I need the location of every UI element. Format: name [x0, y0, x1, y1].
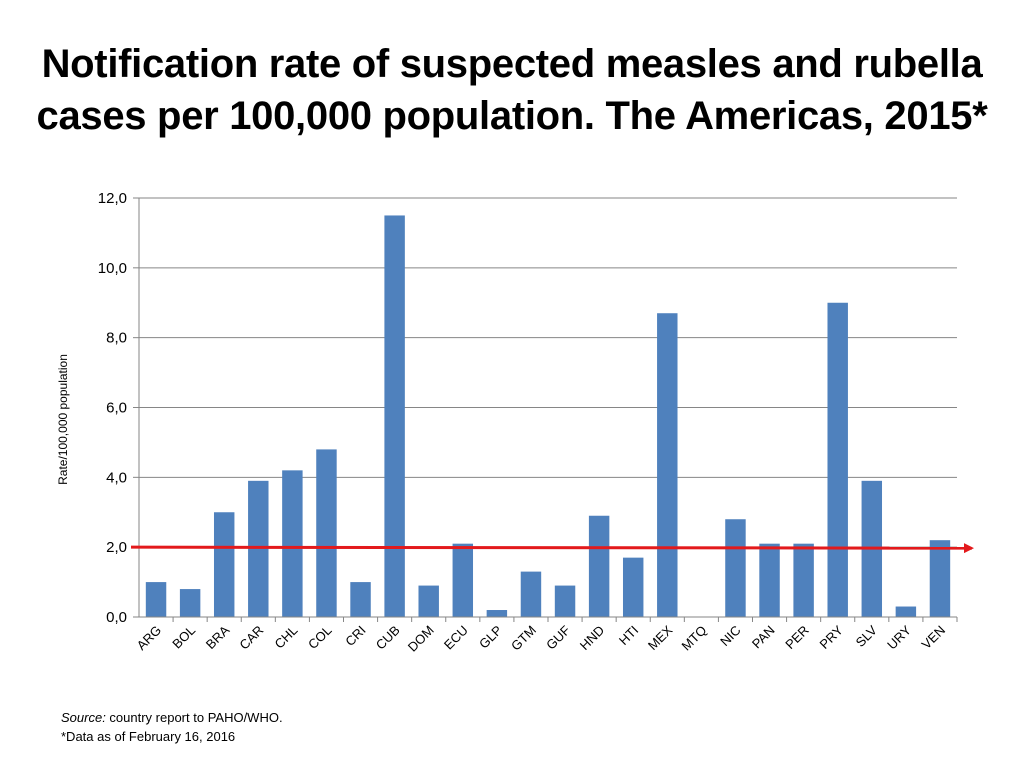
y-tick-label: 6,0 [106, 400, 127, 417]
x-tick-label: CHL [271, 623, 300, 652]
data-date-note: *Data as of February 16, 2016 [61, 729, 236, 744]
x-tick-label: PER [782, 623, 812, 653]
x-tick-label: DOM [405, 623, 437, 655]
bar-car [248, 480, 269, 617]
bar-bol [179, 589, 201, 617]
x-tick-label: VEN [919, 623, 949, 653]
reference-line-group [130, 543, 974, 554]
x-tick-label: HND [577, 623, 608, 654]
y-tick-label: 0,0 [106, 609, 127, 626]
x-tick-label: BOL [169, 623, 198, 652]
x-tick-label: NIC [717, 623, 743, 649]
bar-bra [213, 512, 235, 617]
bar-mex [657, 313, 678, 617]
bar-col [316, 449, 337, 617]
chart-title: Notification rate of suspected measles a… [0, 38, 1024, 142]
bar-guf [554, 585, 576, 617]
bar-dom [418, 585, 439, 617]
bar-gtm [520, 571, 542, 617]
x-tick-label: GUF [543, 622, 573, 652]
bar-cub [384, 215, 405, 618]
axis-labels: 0,0 2,0 4,0 6,0 8,0 10,0 12,0 Rate/100,000 popu… [56, 190, 948, 655]
x-tick-label: CUB [373, 623, 403, 653]
x-tick-label: CRI [342, 623, 368, 649]
bar-cri [350, 582, 371, 617]
chart-title-line-2: cases per 100,000 population. The Americ… [36, 94, 988, 138]
bar-arg [145, 582, 167, 617]
y-axis-title: Rate/100,000 population [56, 354, 70, 485]
source-text: country report to PAHO/WHO. [105, 710, 283, 725]
y-tick-label: 10,0 [98, 260, 127, 277]
bar-ecu [452, 543, 474, 617]
source-label: Source: [61, 710, 106, 725]
bar-chl [282, 470, 303, 617]
bar-ury [895, 606, 917, 617]
x-tick-label: COL [305, 623, 335, 653]
x-tick-label: CAR [236, 623, 266, 653]
x-tick-label: GLP [476, 623, 505, 652]
x-tick-label: GTM [508, 623, 539, 654]
footnote: Source: country report to PAHO/WHO. *Dat… [61, 708, 283, 746]
y-tick-label: 8,0 [106, 330, 127, 347]
y-tick-label: 12,0 [98, 190, 127, 207]
x-tick-label: MEX [645, 622, 676, 653]
bar-glp [486, 610, 508, 617]
bar-nic [725, 519, 746, 617]
x-tick-label: ARG [134, 623, 165, 654]
y-tick-label: 4,0 [106, 469, 127, 486]
x-tick-label: URY [884, 622, 914, 652]
y-tick-label: 2,0 [106, 539, 127, 556]
chart-title-line-1: Notification rate of suspected measles a… [41, 42, 983, 86]
x-tick-label: PRY [816, 622, 846, 652]
source-note: Source: country report to PAHO/WHO. [61, 708, 283, 727]
bar-ven [929, 540, 951, 617]
reference-line [130, 543, 974, 554]
x-tick-label: MTQ [678, 623, 709, 654]
bar-per [793, 543, 814, 617]
bar-pan [759, 543, 780, 617]
x-tick-label: ECU [441, 623, 471, 653]
x-tick-label: HTI [616, 623, 641, 648]
x-tick-label: PAN [749, 623, 778, 652]
bar-hnd [588, 515, 610, 617]
bar-pry [827, 302, 848, 617]
bars [145, 215, 951, 618]
x-tick-label: SLV [853, 622, 881, 650]
bar-hti [622, 557, 644, 617]
x-tick-label: BRA [203, 622, 233, 652]
